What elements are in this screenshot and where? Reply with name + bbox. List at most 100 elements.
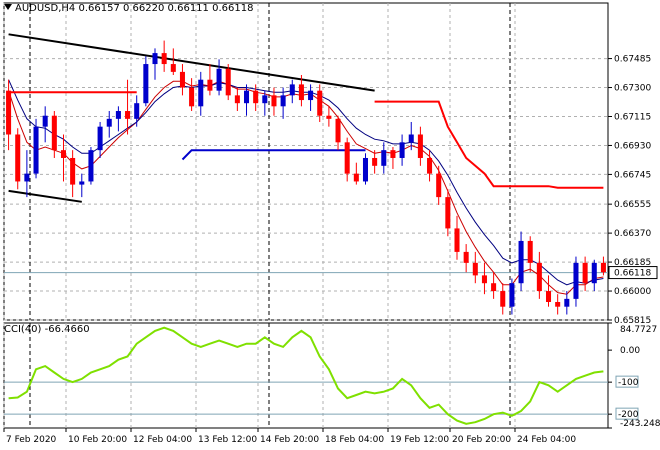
price-tick-label: 0.66930 [614, 141, 651, 151]
price-tick-label: 0.66000 [614, 287, 651, 297]
candle-body [189, 87, 195, 107]
cci-line [8, 326, 604, 425]
candle-body [353, 173, 359, 182]
current-price-tag [608, 266, 658, 280]
candle-body [491, 283, 497, 292]
candle-body [335, 118, 341, 143]
cci-name: CCI(40) [4, 324, 42, 335]
candle-body [344, 142, 350, 174]
candle-body [289, 84, 295, 96]
time-tick-label: 10 Feb 20:00 [68, 435, 127, 445]
cci-tick-label: 84.7727 [620, 325, 657, 335]
candle-body [198, 79, 204, 107]
candle-body [500, 291, 506, 307]
cci-tick-label: -243.2486 [620, 419, 660, 429]
candle-body [152, 53, 158, 65]
candle-body [417, 134, 423, 158]
price-tick-label: 0.66745 [614, 170, 651, 180]
candle-body [24, 173, 30, 182]
time-tick-label: 20 Feb 20:00 [452, 435, 511, 445]
candle-body [243, 90, 250, 104]
candle-body [161, 53, 167, 65]
candle-body [106, 118, 112, 127]
cci-tick-label: -100 [618, 378, 639, 388]
cci-tick-label: 0.00 [620, 346, 640, 356]
support-line-line [181, 149, 366, 161]
price-tick-label: 0.66555 [614, 200, 651, 210]
ohlc-values: 0.66157 0.66220 0.66111 0.66118 [78, 3, 254, 14]
cci-header: CCI(40) -66.4660 [4, 324, 90, 335]
candle-body [308, 90, 314, 101]
candle-body [527, 240, 533, 263]
candle-body [262, 95, 268, 104]
candle-body [234, 95, 240, 104]
candle-body [179, 71, 185, 88]
candle-body [15, 134, 21, 182]
price-tick-label: 0.67115 [614, 112, 651, 122]
price-tick-label: 0.65815 [614, 316, 651, 326]
candle-body [271, 95, 277, 107]
candle-body [518, 240, 524, 284]
ma-slow-line [8, 79, 604, 286]
price-tick-label: 0.66185 [614, 258, 651, 268]
candle-body [125, 111, 131, 119]
candle-body [51, 115, 57, 151]
cci-value: -66.4660 [44, 324, 90, 335]
candle-body [454, 228, 460, 252]
time-tick-label: 24 Feb 04:00 [517, 435, 576, 445]
candle-body [42, 115, 48, 127]
candle-body [216, 68, 222, 91]
symbol-label: AUDUSD,H4 [15, 3, 76, 14]
candle-body [509, 283, 515, 307]
candle-body [326, 115, 332, 119]
cci-panel-frame [3, 322, 609, 429]
time-tick-label: 19 Feb 12:00 [390, 435, 449, 445]
candle-body [97, 126, 103, 151]
price-tick-label: 0.67485 [614, 55, 651, 65]
candle-body [115, 111, 121, 119]
candle-body [600, 262, 606, 273]
candle-body [134, 103, 140, 119]
candle-body [70, 157, 76, 185]
time-tick-label: 13 Feb 12:00 [198, 435, 257, 445]
candle-body [225, 68, 231, 96]
candle-body [381, 150, 387, 166]
cci-level-tag [615, 407, 639, 420]
trendline [8, 33, 375, 92]
candle-body [591, 262, 597, 284]
time-tick-label: 12 Feb 04:00 [133, 435, 192, 445]
cci-level-tag [615, 375, 639, 388]
current-price-label: 0.66118 [614, 269, 651, 279]
candle-body [6, 90, 12, 135]
trail-stop-line [374, 100, 604, 189]
candle-body [207, 79, 213, 91]
candle-body [481, 275, 487, 284]
price-tick-label: 0.67300 [614, 84, 651, 94]
candle-body [564, 298, 570, 307]
candle-body [253, 90, 259, 104]
candle-body [33, 126, 39, 174]
cci-tick-label: -200 [618, 410, 639, 420]
ma-fast-line [8, 80, 604, 295]
candle-body [573, 262, 579, 299]
candle-body [408, 134, 414, 143]
trendline [8, 189, 82, 203]
candle-body [79, 181, 85, 185]
candle-body [88, 150, 94, 182]
candle-body [362, 157, 369, 182]
triangle-down-icon[interactable] [4, 4, 12, 10]
candle-body [463, 251, 469, 263]
candle-body [399, 142, 405, 158]
candle-body [582, 262, 588, 284]
candle-body [298, 84, 304, 101]
time-tick-label: 18 Feb 04:00 [325, 435, 384, 445]
candle-body [170, 64, 176, 72]
candle-body [555, 301, 561, 307]
candle-body [536, 262, 542, 292]
candle-body [445, 197, 451, 229]
candle-body [427, 157, 433, 174]
candle-body [436, 173, 442, 198]
candle-body [143, 64, 149, 104]
candle-body [280, 95, 286, 107]
